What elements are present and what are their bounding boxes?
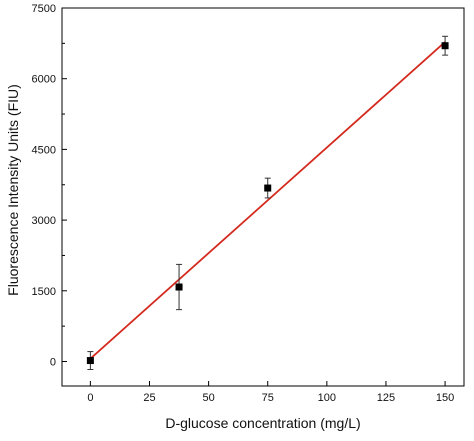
x-axis-ticks: 0 25 50 75 100 125 150 [87,381,454,404]
y-tick-label: 0 [50,356,56,368]
data-point [175,283,183,291]
y-tick-label: 6000 [32,74,56,86]
x-tick-label: 100 [318,392,336,404]
x-tick-label: 125 [377,392,395,404]
data-point [86,357,94,365]
x-axis-title: D-glucose concentration (mg/L) [165,415,360,431]
data-points [86,35,449,371]
data-point [441,42,449,50]
x-tick-label: 50 [202,392,214,404]
x-tick-label: 75 [262,392,274,404]
y-tick-label: 7500 [32,3,56,15]
y-axis-title: Fluorescence Intensity Units (FIU) [5,84,21,296]
y-tick-label: 4500 [32,144,56,156]
data-point [264,184,272,192]
x-tick-label: 0 [87,392,93,404]
y-axis-ticks: 0 1500 3000 4500 6000 7500 [32,3,67,368]
plot-frame [61,7,465,387]
x-tick-label: 150 [436,392,454,404]
fit-line [89,41,446,360]
x-tick-label: 25 [143,392,155,404]
y-tick-label: 1500 [32,286,56,298]
y-tick-label: 3000 [32,215,56,227]
